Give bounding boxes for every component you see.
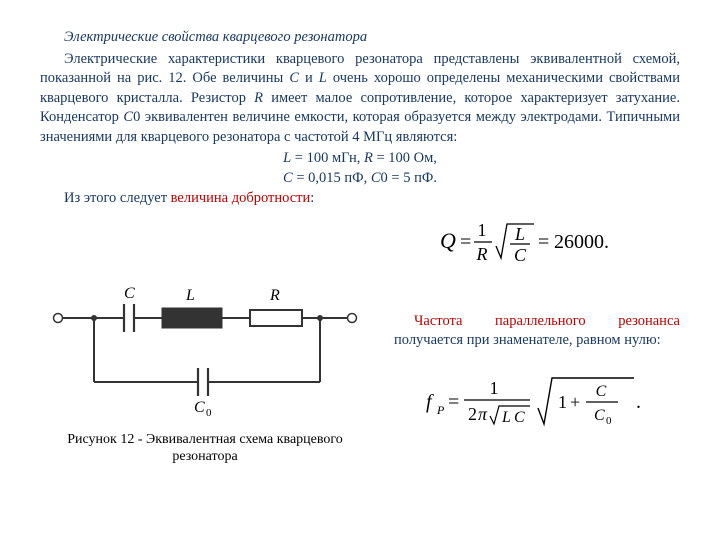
fp-one2: 1: [558, 392, 567, 412]
qfactor-red: величина добротности: [171, 190, 311, 206]
circ-C0: C: [194, 399, 205, 416]
fp-pi: π: [478, 404, 488, 424]
fp-C0sub: 0: [606, 415, 612, 427]
figure-caption: Рисунок 12 - Эквивалентная схема кварцев…: [40, 431, 370, 466]
fp-1: 1: [490, 378, 499, 398]
circ-L: L: [185, 287, 195, 304]
fp-dot: .: [636, 391, 641, 413]
fp-f: f: [426, 391, 434, 413]
eq2-C0: С: [371, 170, 381, 186]
qfactor-suffix: :: [310, 190, 314, 206]
para1-e: 0 эквивалентен величине емкости, которая…: [40, 109, 680, 145]
fp-Cden: C: [594, 407, 605, 424]
heading: Электрические свойства кварцевого резона…: [40, 28, 680, 48]
qfactor-line: Из этого следует величина добротности:: [40, 189, 680, 209]
eq2-d: 0 = 5 пФ.: [381, 170, 437, 186]
fq-Q: Q: [440, 228, 456, 253]
fq-one: 1: [478, 220, 487, 240]
parallel-text: Частота параллельного резонанса получает…: [394, 312, 680, 350]
fq-R: R: [476, 244, 488, 264]
fp-C: C: [514, 409, 525, 426]
fq-eq1: =: [460, 231, 471, 253]
fp-L: L: [501, 409, 511, 426]
symbol-r: R: [254, 90, 263, 106]
circ-C0-sub: 0: [206, 407, 212, 418]
fq-eq2: =: [538, 231, 549, 253]
eq1-R: R: [364, 150, 373, 166]
eq2-b: = 0,015 пФ,: [293, 170, 371, 186]
fp-2: 2: [468, 404, 477, 424]
eq2-C: C: [283, 170, 293, 186]
qfactor-prefix: Из этого следует: [64, 190, 171, 206]
parallel-red: Частота параллельного резонанса: [414, 313, 680, 329]
circ-R: R: [269, 287, 280, 304]
symbol-c: С: [289, 70, 299, 86]
symbol-c0: С: [123, 109, 133, 125]
eq1-d: = 100 Ом,: [373, 150, 437, 166]
formula-q: Q = 1 R L C = 26000.: [440, 214, 640, 270]
formula-q-container: Q = 1 R L C = 26000.: [40, 214, 680, 270]
equation-line-1: L = 100 мГн, R = 100 Ом,: [40, 149, 680, 169]
fq-C: C: [514, 245, 527, 265]
parallel-rest: получается при знаменателе, равном нулю:: [394, 332, 661, 348]
fq-val: 26000.: [554, 231, 609, 253]
fp-plus: +: [570, 392, 580, 412]
eq1-L: L: [283, 150, 291, 166]
fp-Cnum: C: [596, 383, 607, 400]
para1-b: и: [299, 70, 319, 86]
main-paragraph: Электрические характеристики кварцевого …: [40, 50, 680, 148]
circ-C: C: [124, 285, 135, 302]
symbol-l: L: [319, 70, 327, 86]
equation-line-2: C = 0,015 пФ, С0 = 5 пФ.: [40, 169, 680, 189]
formula-fp: f P = 1 2 π L C 1 + C C: [422, 370, 652, 434]
circuit-column: C L R C 0 Р: [40, 278, 370, 466]
fp-P: P: [436, 403, 445, 417]
fp-eq: =: [448, 391, 459, 413]
fq-L: L: [514, 224, 525, 244]
circuit-diagram: C L R C 0: [40, 278, 370, 418]
eq1-b: = 100 мГн,: [291, 150, 364, 166]
right-column: Частота параллельного резонанса получает…: [394, 278, 680, 434]
formula-fp-container: f P = 1 2 π L C 1 + C C: [394, 370, 680, 434]
